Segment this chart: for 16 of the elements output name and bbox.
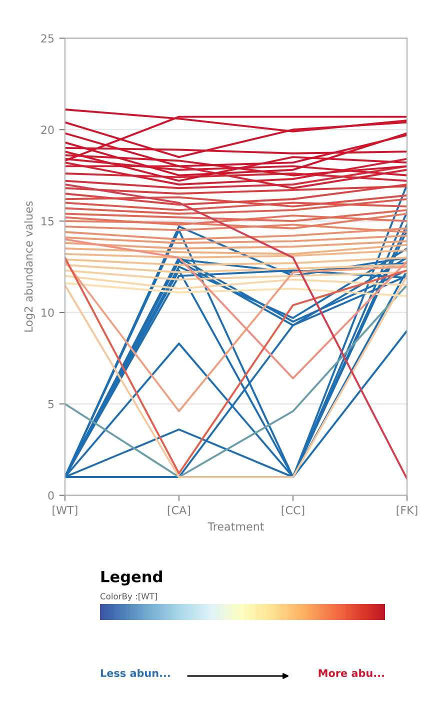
y-tick-label: 0 [48,491,54,500]
text: Less abun... [100,668,170,678]
y-axis-title: Log2 abundance values [24,201,35,332]
x-axis-title: Treatment [208,522,264,531]
x-tick-label: [CC] [282,506,304,516]
y-tick-label: 10 [42,308,54,317]
text: Legend [101,570,162,586]
text: More abu... [318,668,384,678]
text: ColorBy :[WT] [100,592,157,602]
y-tick-label: 25 [41,34,54,43]
x-tick-label: [CA] [168,506,190,516]
x-tick-label: [WT] [52,506,78,516]
x-tick-label: [FK] [396,506,418,516]
y-tick-label: 20 [41,126,54,134]
y-tick-label: 15 [42,217,54,226]
y-tick-label: 5 [48,400,54,408]
